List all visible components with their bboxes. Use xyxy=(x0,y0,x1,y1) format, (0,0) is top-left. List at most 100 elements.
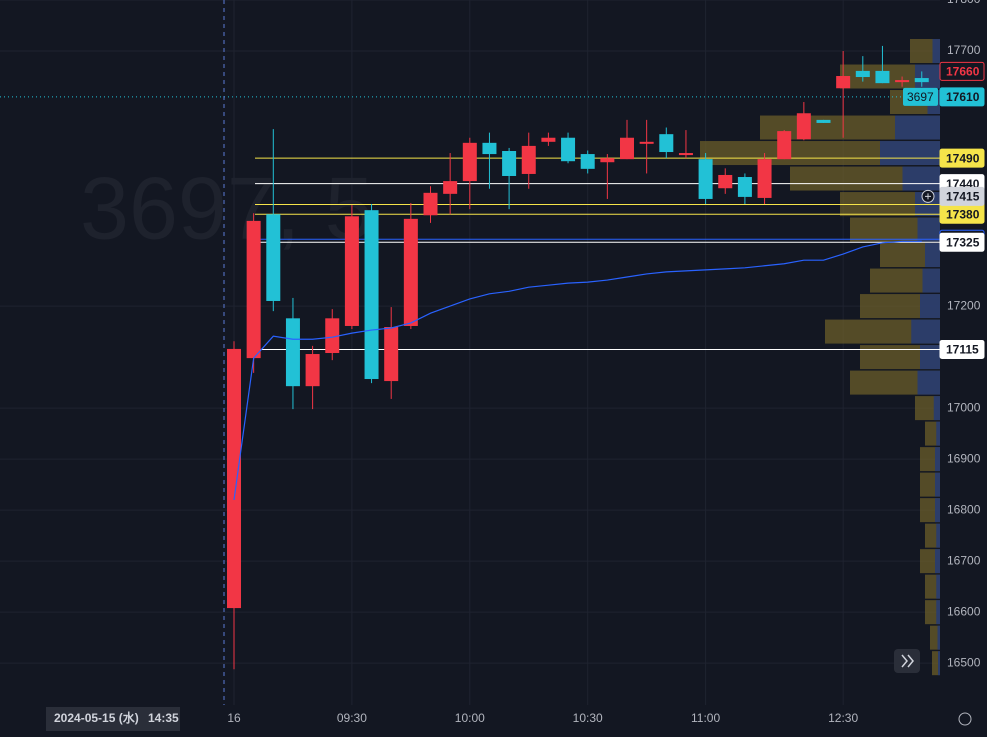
price-label: 17415 xyxy=(946,190,980,204)
y-tick-label: 17000 xyxy=(947,400,981,414)
volume-profile-bar xyxy=(930,625,940,650)
volume-profile-value-area xyxy=(936,600,940,625)
volume-profile-value-area xyxy=(920,294,940,319)
candle-body xyxy=(777,131,792,160)
candle-body xyxy=(462,142,477,182)
price-label-box xyxy=(939,87,985,107)
candle-body xyxy=(482,142,497,155)
candle-body xyxy=(305,354,320,387)
price-label: 17660 xyxy=(946,65,980,79)
y-tick-label: 16600 xyxy=(947,604,981,618)
candle-body xyxy=(855,70,870,78)
price-label: 17490 xyxy=(946,151,980,165)
volume-profile-value-area xyxy=(902,166,940,191)
candle-body xyxy=(246,220,261,359)
volume-profile-value-area xyxy=(925,243,940,268)
candle-body xyxy=(600,158,615,163)
candle-body xyxy=(403,218,418,326)
volume-profile-value-area xyxy=(933,396,940,421)
candle-body xyxy=(659,134,674,153)
candle-body xyxy=(796,113,811,140)
candle-body xyxy=(384,326,399,382)
candle-body xyxy=(836,76,851,89)
price-label-box xyxy=(939,148,985,168)
candle-body xyxy=(285,318,300,387)
volume-profile-value-area xyxy=(936,421,940,446)
x-tick-label: 16 xyxy=(227,711,241,725)
volume-profile-value-area xyxy=(937,625,940,650)
scroll-icon xyxy=(901,654,914,668)
candle-body xyxy=(502,150,517,176)
volume-profile-value-area xyxy=(932,39,940,64)
add-alert-plus xyxy=(925,193,931,200)
candle-body xyxy=(561,137,576,162)
volume-profile-value-area xyxy=(920,345,940,370)
vwap-line xyxy=(233,240,922,501)
volume-profile-value-area xyxy=(922,268,940,293)
volume-profile-value-area xyxy=(935,447,940,472)
price-label: 17115 xyxy=(946,343,979,357)
candle-body xyxy=(678,153,693,156)
volume-label-box xyxy=(903,87,938,106)
candle-body xyxy=(698,159,713,199)
volume-profile-bar xyxy=(932,651,940,676)
candle-body xyxy=(639,141,654,144)
x-tick-label: 10:00 xyxy=(455,711,485,725)
candle-body xyxy=(737,177,752,197)
y-tick-label: 16500 xyxy=(947,655,981,669)
y-tick-label: 17800 xyxy=(947,0,981,6)
candle-body xyxy=(423,192,438,216)
price-label-box xyxy=(939,232,985,252)
settings-icon[interactable] xyxy=(958,712,972,726)
crosshair-time: 14:35 xyxy=(148,711,179,725)
price-label: 17610 xyxy=(946,90,980,104)
candle-body xyxy=(620,137,634,160)
y-tick-label: 16800 xyxy=(947,502,981,516)
candle-body xyxy=(718,174,733,189)
candle-body xyxy=(443,181,458,194)
x-tick-label: 09:30 xyxy=(337,711,367,725)
crosshair-date: 2024-05-15 (水) xyxy=(54,710,139,725)
price-label-box xyxy=(939,61,985,81)
candle-body xyxy=(364,210,379,380)
candle-body xyxy=(227,348,241,609)
volume-profile-value-area xyxy=(936,523,940,548)
volume-profile-value-area xyxy=(917,217,940,242)
volume-profile-value-area xyxy=(895,115,940,140)
volume-profile-value-area xyxy=(935,498,940,523)
candle-body xyxy=(914,78,929,83)
volume-profile-value-area xyxy=(935,549,940,574)
volume-profile-value-area xyxy=(917,370,940,395)
watermark: 3697, 5 xyxy=(80,158,374,257)
candle-body xyxy=(816,119,831,123)
y-tick-label: 16700 xyxy=(947,553,981,567)
price-label-box xyxy=(939,186,985,206)
candle-body xyxy=(266,214,281,301)
x-tick-label: 12:30 xyxy=(828,711,858,725)
candle-body xyxy=(521,145,536,174)
volume-label: 3697 xyxy=(907,90,934,104)
candle-body xyxy=(895,80,910,83)
volume-profile-value-area xyxy=(938,651,940,676)
volume-profile-value-area xyxy=(911,319,940,344)
y-tick-label: 16900 xyxy=(947,451,981,465)
y-tick-label: 17700 xyxy=(947,43,981,57)
volume-profile-value-area xyxy=(935,472,940,497)
candle-body xyxy=(541,137,556,142)
price-label-box xyxy=(939,339,985,359)
candle-body xyxy=(757,159,772,198)
y-tick-label: 17200 xyxy=(947,298,981,312)
candle-body xyxy=(580,154,595,169)
volume-profile-value-area xyxy=(915,64,940,89)
price-label: 17325 xyxy=(946,235,980,249)
price-label: 17380 xyxy=(946,207,980,221)
candle-body xyxy=(875,70,890,84)
x-tick-label: 11:00 xyxy=(691,711,720,725)
candle-body xyxy=(344,216,359,326)
volume-profile-value-area xyxy=(880,141,940,166)
volume-profile-value-area xyxy=(936,574,940,599)
candle-body xyxy=(325,318,340,354)
x-tick-label: 10:30 xyxy=(573,711,603,725)
